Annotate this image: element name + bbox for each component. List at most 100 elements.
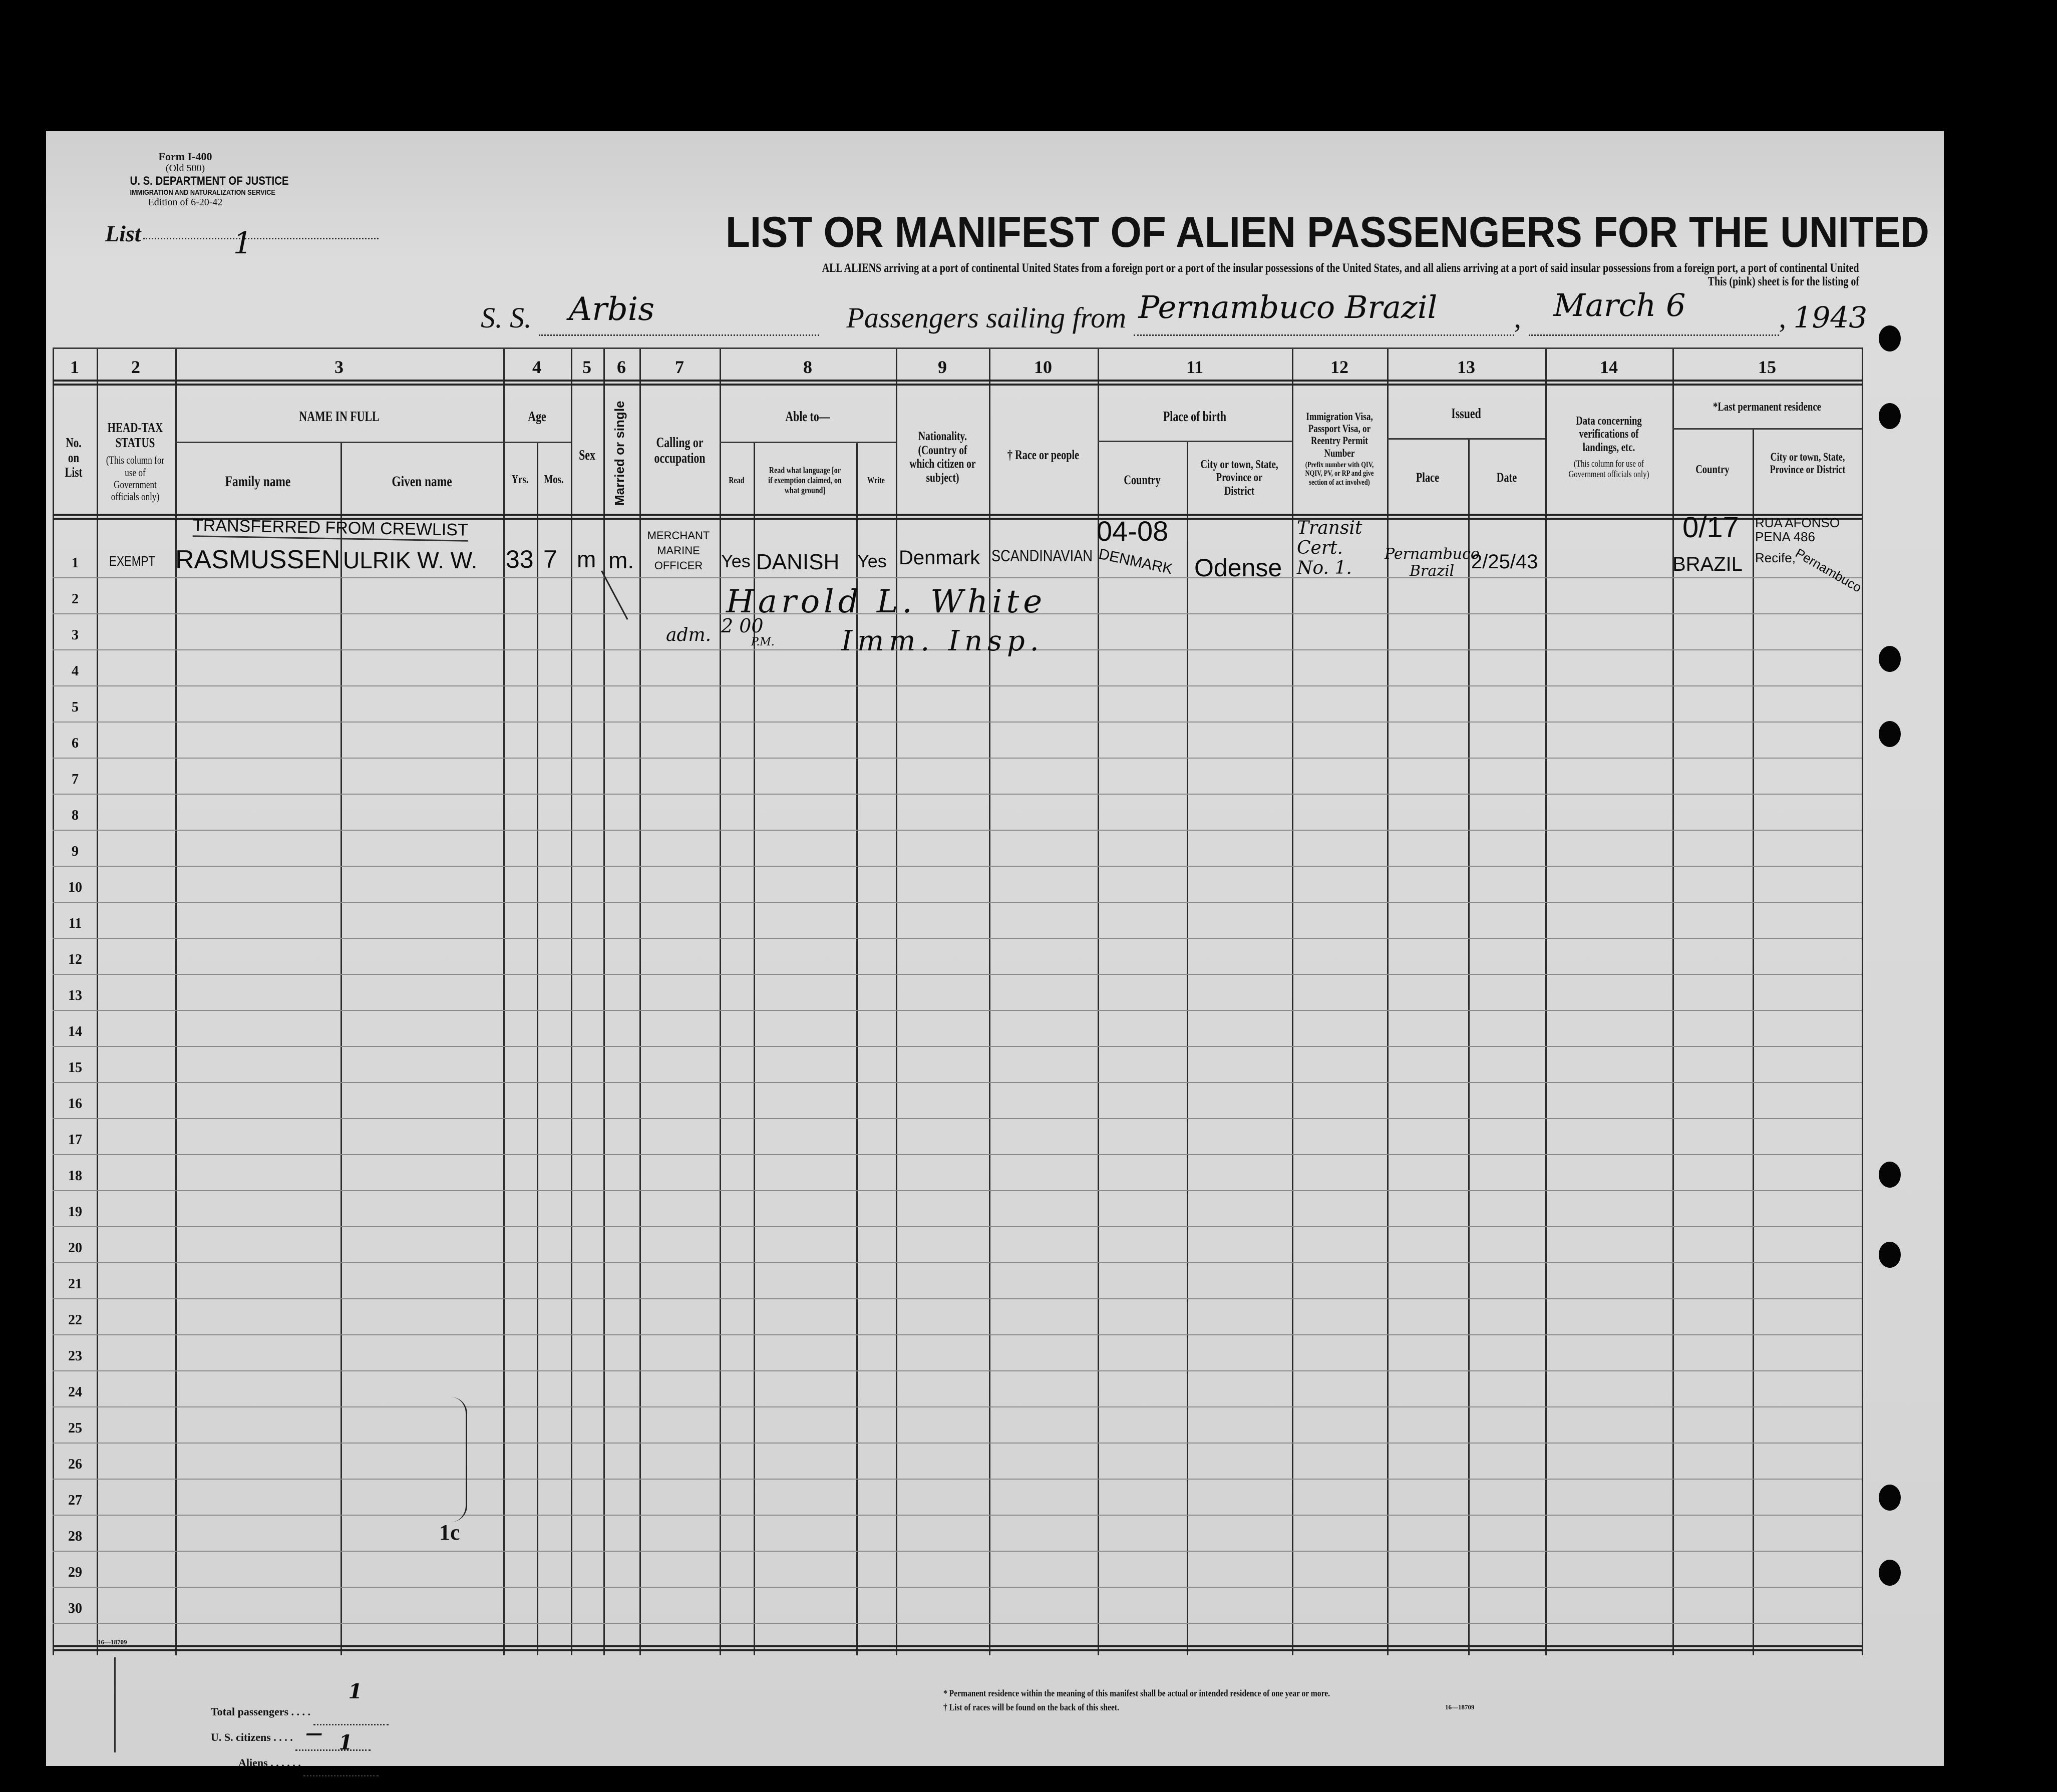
- row-number: 17: [68, 1132, 82, 1148]
- read-value: Yes: [721, 551, 751, 571]
- form-code-left: 16—18709: [98, 1638, 127, 1646]
- row-number: 28: [68, 1529, 82, 1544]
- age-yrs-value: 33: [506, 545, 534, 573]
- us-citizens-label: U. S. citizens: [211, 1731, 271, 1743]
- row-number: 20: [68, 1240, 82, 1256]
- row-number: 12: [68, 952, 82, 967]
- punch-hole: [1879, 1162, 1901, 1188]
- residence-code-value: 0/17: [1682, 511, 1739, 544]
- subtitle-line1: ALL ALIENS arriving at a port of contine…: [822, 261, 1859, 275]
- column-number: 7: [675, 357, 684, 377]
- row-rule: [53, 1443, 1862, 1444]
- subheader-rule: [1098, 441, 1292, 442]
- header-bottom-double-rule: [53, 514, 1862, 520]
- column-divider: [989, 347, 990, 1655]
- subheader-rule: [720, 442, 896, 443]
- list-field: List 1: [105, 220, 379, 261]
- header-sex: Sex: [579, 448, 595, 463]
- visa-value: Transit Cert. No. 1.: [1297, 518, 1362, 578]
- row-number: 3: [72, 627, 79, 643]
- subheader-rule: [175, 442, 571, 443]
- row-rule: [53, 794, 1862, 795]
- given-name-value: ULRIK W. W.: [343, 547, 478, 573]
- aliens-value: 1: [338, 1731, 353, 1754]
- list-label: List: [105, 221, 141, 246]
- row-rule: [53, 1082, 1862, 1083]
- row-rule: [53, 1334, 1862, 1335]
- row-rule: [53, 902, 1862, 903]
- column-divider: [639, 347, 641, 1655]
- row-number: 15: [68, 1060, 82, 1076]
- language-value: DANISH: [756, 550, 840, 574]
- header-double-rule: [53, 380, 1862, 386]
- punch-hole: [1879, 1485, 1901, 1511]
- header-write: Write: [867, 475, 885, 485]
- pen-stroke: [451, 1397, 467, 1522]
- row-number: 24: [68, 1384, 82, 1400]
- column-number: 11: [1186, 357, 1203, 377]
- write-value: Yes: [857, 551, 887, 571]
- row-number: 10: [68, 880, 82, 895]
- column-divider: [603, 347, 605, 1655]
- row-rule: [53, 1515, 1862, 1516]
- column-divider: [1387, 347, 1389, 1655]
- ship-name: Arbis: [569, 291, 655, 328]
- punch-hole: [1879, 1560, 1901, 1586]
- departure-port: Pernambuco Brazil: [1138, 289, 1438, 325]
- row-number: 5: [72, 699, 79, 715]
- occupation-line: MERCHANT: [647, 529, 710, 542]
- row-number: 21: [68, 1276, 82, 1292]
- issued-place-line: Brazil: [1410, 562, 1455, 580]
- header-read-language: Read what language [or if exemption clai…: [768, 465, 842, 495]
- header-issued: Issued: [1451, 406, 1481, 422]
- birth-city-value: Odense: [1194, 554, 1282, 582]
- form-number: Form I-400: [158, 150, 212, 163]
- column-divider: [53, 347, 54, 1655]
- subcolumn-divider: [537, 442, 538, 1655]
- header-birth-city: City or town, State, Province or Distric…: [1200, 458, 1278, 498]
- column-divider: [896, 347, 897, 1655]
- table-bottom-double-rule: [53, 1645, 1862, 1651]
- header-age: Age: [528, 409, 546, 425]
- row-number: 25: [68, 1420, 82, 1436]
- row-rule: [53, 1262, 1862, 1263]
- row-rule: [53, 1551, 1862, 1552]
- occupation-value: MERCHANT MARINE OFFICER: [641, 528, 716, 573]
- verification-label: Data concerning verifications of landing…: [1576, 415, 1642, 454]
- service: IMMIGRATION AND NATURALIZATION SERVICE: [130, 188, 275, 197]
- row-number: 16: [68, 1096, 82, 1112]
- aliens-row: Aliens . . . . . . 1: [238, 1731, 389, 1776]
- header-yrs: Yrs.: [511, 473, 529, 486]
- header-read: Read: [729, 475, 745, 485]
- totals-block: Total passengers . . . . 1 U. S. citizen…: [211, 1680, 389, 1776]
- footnote-form-code: 16—18709: [1445, 1703, 1475, 1711]
- row-rule: [53, 685, 1862, 686]
- footnote-residence: * Permanent residence within the meaning…: [943, 1688, 1330, 1699]
- row-number: 27: [68, 1493, 82, 1508]
- residence-country-value: BRAZIL: [1672, 553, 1743, 575]
- subcolumn-divider: [754, 442, 755, 1655]
- visa-line: No. 1.: [1297, 558, 1352, 578]
- family-name-value: RASMUSSEN: [175, 545, 340, 574]
- visa-note: (Prefix number with QIV, NQIV, PV, or RP…: [1305, 460, 1374, 487]
- birth-code-value: 04-08: [1097, 515, 1169, 547]
- nationality-value: Denmark: [899, 547, 980, 569]
- header-head-tax: HEAD-TAX STATUS (This column for use of …: [106, 420, 165, 503]
- column-number: 6: [617, 357, 626, 377]
- row-number: 9: [72, 844, 79, 859]
- form-info: Form I-400 (Old 500) U. S. DEPARTMENT OF…: [120, 150, 289, 208]
- header-visa: Immigration Visa, Passport Visa, or Reen…: [1303, 410, 1376, 487]
- ss-label: S. S.: [481, 301, 532, 334]
- us-citizens-row: U. S. citizens . . . . —: [211, 1723, 389, 1751]
- row-number: 19: [68, 1204, 82, 1220]
- admission-time-suffix: P.M.: [751, 636, 775, 648]
- married-value: m.: [608, 547, 634, 573]
- header-given-name: Given name: [392, 473, 452, 490]
- residence-city-line: PENA 486: [1755, 529, 1815, 544]
- subcolumn-divider: [1753, 428, 1754, 1655]
- row-rule: [53, 866, 1862, 867]
- header-birth-country: Country: [1124, 473, 1161, 487]
- row-number: 7: [72, 772, 79, 787]
- row-rule: [53, 758, 1862, 759]
- edition: Edition of 6-20-42: [148, 197, 223, 208]
